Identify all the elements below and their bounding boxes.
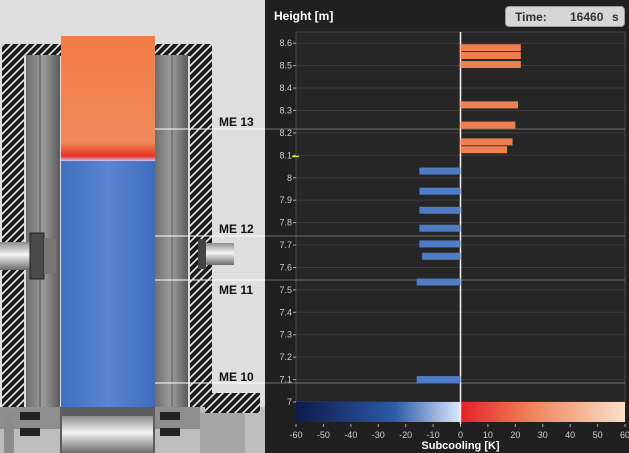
subcooling-bar [422,252,461,260]
y-tick-label: 7.6 [279,262,292,272]
y-tick-label: 8.2 [279,128,292,138]
subcooling-bar [419,206,461,214]
x-tick-label: -60 [289,430,302,440]
x-tick-label: 20 [510,430,520,440]
subcooling-chart-panel: Height [m] Time: 16460 s 7 7.1 7.2 7.3 7.4 7.… [265,0,629,453]
time-display: Time: 16460 s [505,6,625,27]
y-tick-label: 7.4 [279,307,292,317]
time-unit: s [612,10,619,24]
subcooling-bar [419,187,461,195]
y-tick-label: 7 [287,397,292,407]
subcooling-bar [460,101,519,109]
vessel-schematic: ME 13 ME 12 ME 11 ME 10 [0,0,265,453]
subcooling-bar [460,138,513,146]
subcooling-bar [460,52,521,60]
subcooling-bar [419,224,461,232]
marker-me10-label: ME 10 [219,370,254,384]
x-tick-label: 0 [458,430,463,440]
y-tick-label: 8.6 [279,38,292,48]
colorbar-cold [296,402,461,422]
subcooling-bar [419,167,461,175]
x-tick-label: -40 [344,430,357,440]
subcooling-bar [460,121,516,129]
marker-me11-label: ME 11 [219,283,254,297]
vessel-drawing [0,36,265,453]
x-tick-label: -20 [399,430,412,440]
y-tick-label: 7.2 [279,352,292,362]
x-tick-label: 60 [620,430,629,440]
y-tick-label: 7.1 [279,375,292,385]
x-tick-label: 10 [483,430,493,440]
x-tick-label: 40 [565,430,575,440]
subcooling-chart: 7 7.1 7.2 7.3 7.4 7.5 7.6 7.7 7.8 7.9 8 8.1 8.2 8.3 8.… [265,31,629,452]
y-tick-label: 8.1 [279,150,292,160]
x-tick-label: -10 [427,430,440,440]
marker-me12-label: ME 12 [219,222,254,236]
y-tick-label: 7.8 [279,218,292,228]
y-tick-label: 7.5 [279,285,292,295]
x-axis-title: Subcooling [K] [421,440,500,452]
x-tick-label: 30 [538,430,548,440]
subcooling-bar [460,146,508,154]
subcooling-bar [416,278,461,286]
height-axis-title: Height [m] [274,9,334,23]
y-tick-label: 8.4 [279,83,292,93]
time-label: Time: [515,10,547,24]
colorbar-hot [460,402,625,422]
subcooling-bar [419,240,461,248]
subcooling-bar [460,61,521,69]
marker-me13-label: ME 13 [219,115,254,129]
y-tick-label: 8 [287,173,292,183]
y-tick-label: 8.3 [279,105,292,115]
y-tick-label: 7.7 [279,240,292,250]
subcooling-bar [416,376,461,384]
y-tick-label: 8.5 [279,61,292,71]
y-tick-label: 7.3 [279,330,292,340]
x-tick-label: -30 [372,430,385,440]
x-tick-label: 50 [593,430,603,440]
subcooling-bar [460,44,521,52]
time-value: 16460 [570,10,604,24]
x-tick-label: -50 [317,430,330,440]
y-tick-label: 7.9 [279,195,292,205]
